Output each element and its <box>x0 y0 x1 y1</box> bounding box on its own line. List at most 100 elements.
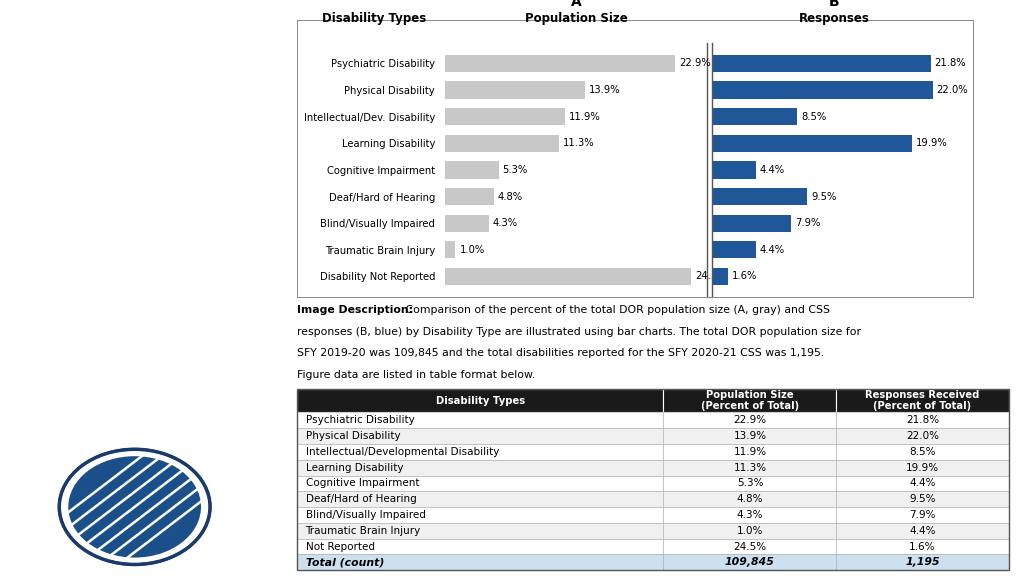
FancyBboxPatch shape <box>664 444 837 460</box>
Text: 1.6%: 1.6% <box>909 541 936 552</box>
FancyBboxPatch shape <box>297 491 664 507</box>
FancyBboxPatch shape <box>297 555 664 570</box>
Bar <box>445 188 494 205</box>
Text: 11.9%: 11.9% <box>733 447 767 457</box>
Bar <box>712 55 931 72</box>
FancyBboxPatch shape <box>837 428 1009 444</box>
Text: Disability Types: Disability Types <box>435 396 524 406</box>
FancyBboxPatch shape <box>297 523 664 539</box>
Text: Intellectual/Developmental Disability: Intellectual/Developmental Disability <box>305 447 499 457</box>
Text: 4.4%: 4.4% <box>760 245 785 255</box>
Text: Disability Types: Disability Types <box>322 12 426 25</box>
Bar <box>712 81 933 98</box>
Text: Population Size: Population Size <box>524 12 628 25</box>
Ellipse shape <box>69 456 201 558</box>
Text: 7.9%: 7.9% <box>909 510 936 520</box>
Text: 1.0%: 1.0% <box>460 245 484 255</box>
Text: 22.0%: 22.0% <box>906 431 939 441</box>
Text: 1.0%: 1.0% <box>736 526 763 536</box>
Text: Physical Disability: Physical Disability <box>305 431 400 441</box>
Text: 109,845: 109,845 <box>725 558 775 567</box>
Text: 19.9%: 19.9% <box>915 138 947 148</box>
Text: Responses Received
(Percent of Total): Responses Received (Percent of Total) <box>865 390 980 411</box>
FancyBboxPatch shape <box>664 412 837 428</box>
Text: 4.8%: 4.8% <box>736 494 763 504</box>
Text: 11.3%: 11.3% <box>733 463 767 473</box>
Text: 9.5%: 9.5% <box>811 192 837 202</box>
Text: Figure data are listed in table format below.: Figure data are listed in table format b… <box>297 370 536 380</box>
Text: 13.9%: 13.9% <box>589 85 621 95</box>
Bar <box>445 241 456 259</box>
Bar <box>445 55 676 72</box>
Text: Cognitive Impairment: Cognitive Impairment <box>305 479 419 488</box>
FancyBboxPatch shape <box>297 428 664 444</box>
Bar <box>445 81 585 98</box>
FancyBboxPatch shape <box>664 491 837 507</box>
Text: Deaf/Hard of Hearing: Deaf/Hard of Hearing <box>305 494 416 504</box>
FancyBboxPatch shape <box>837 389 1009 412</box>
FancyBboxPatch shape <box>297 412 664 428</box>
Text: 21.8%: 21.8% <box>906 415 939 425</box>
Text: Image Description:: Image Description: <box>297 305 413 315</box>
Text: Traumatic Brain Injury: Traumatic Brain Injury <box>305 526 421 536</box>
FancyBboxPatch shape <box>664 476 837 491</box>
FancyBboxPatch shape <box>837 412 1009 428</box>
FancyBboxPatch shape <box>837 555 1009 570</box>
Text: 4.3%: 4.3% <box>493 218 518 228</box>
Text: 24.5%: 24.5% <box>733 541 767 552</box>
FancyBboxPatch shape <box>664 539 837 555</box>
FancyBboxPatch shape <box>837 444 1009 460</box>
Bar <box>712 268 728 285</box>
Text: A: A <box>570 0 582 9</box>
Bar <box>445 108 565 126</box>
Bar <box>445 214 488 232</box>
FancyBboxPatch shape <box>297 539 664 555</box>
Text: 11.3%: 11.3% <box>563 138 595 148</box>
Text: SFY 2019-20 was 109,845 and the total disabilities reported for the SFY 2020-21 : SFY 2019-20 was 109,845 and the total di… <box>297 348 824 358</box>
Text: 24.5%: 24.5% <box>695 271 727 282</box>
Bar <box>445 268 691 285</box>
Text: 4.4%: 4.4% <box>760 165 785 175</box>
Text: 7.9%: 7.9% <box>795 218 820 228</box>
Bar <box>712 161 756 179</box>
Text: 5.3%: 5.3% <box>503 165 528 175</box>
Text: Comparison of the percent of the total DOR population size (A, gray) and CSS: Comparison of the percent of the total D… <box>402 305 830 315</box>
Bar <box>445 161 499 179</box>
FancyBboxPatch shape <box>664 428 837 444</box>
Text: 21.8%: 21.8% <box>935 58 967 69</box>
FancyBboxPatch shape <box>837 507 1009 523</box>
FancyBboxPatch shape <box>664 389 837 412</box>
Text: 22.0%: 22.0% <box>937 85 969 95</box>
FancyBboxPatch shape <box>297 460 664 476</box>
Bar <box>712 214 791 232</box>
Text: Learning Disability: Learning Disability <box>305 463 403 473</box>
FancyBboxPatch shape <box>297 389 664 412</box>
Text: 13.9%: 13.9% <box>733 431 767 441</box>
Text: 22.9%: 22.9% <box>680 58 712 69</box>
Text: B: B <box>829 0 840 9</box>
Text: 4.3%: 4.3% <box>736 510 763 520</box>
Text: 22.9%: 22.9% <box>733 415 767 425</box>
FancyBboxPatch shape <box>664 523 837 539</box>
Text: 5.3%: 5.3% <box>736 479 763 488</box>
Text: Responses: Responses <box>799 12 870 25</box>
Ellipse shape <box>59 449 210 564</box>
Text: 19.9%: 19.9% <box>906 463 939 473</box>
Text: 9.5%: 9.5% <box>909 494 936 504</box>
Bar <box>712 188 807 205</box>
Bar <box>712 108 797 126</box>
Text: 11.9%: 11.9% <box>569 112 601 122</box>
Text: 8.5%: 8.5% <box>909 447 936 457</box>
Text: 1.6%: 1.6% <box>732 271 757 282</box>
FancyBboxPatch shape <box>837 460 1009 476</box>
FancyBboxPatch shape <box>837 523 1009 539</box>
Bar <box>712 241 756 259</box>
Bar <box>712 135 911 152</box>
Text: Not Reported: Not Reported <box>305 541 375 552</box>
Bar <box>445 135 559 152</box>
Text: Psychiatric Disability: Psychiatric Disability <box>305 415 415 425</box>
Text: Total (count): Total (count) <box>305 558 384 567</box>
Text: 4.4%: 4.4% <box>909 526 936 536</box>
FancyBboxPatch shape <box>297 476 664 491</box>
FancyBboxPatch shape <box>837 476 1009 491</box>
